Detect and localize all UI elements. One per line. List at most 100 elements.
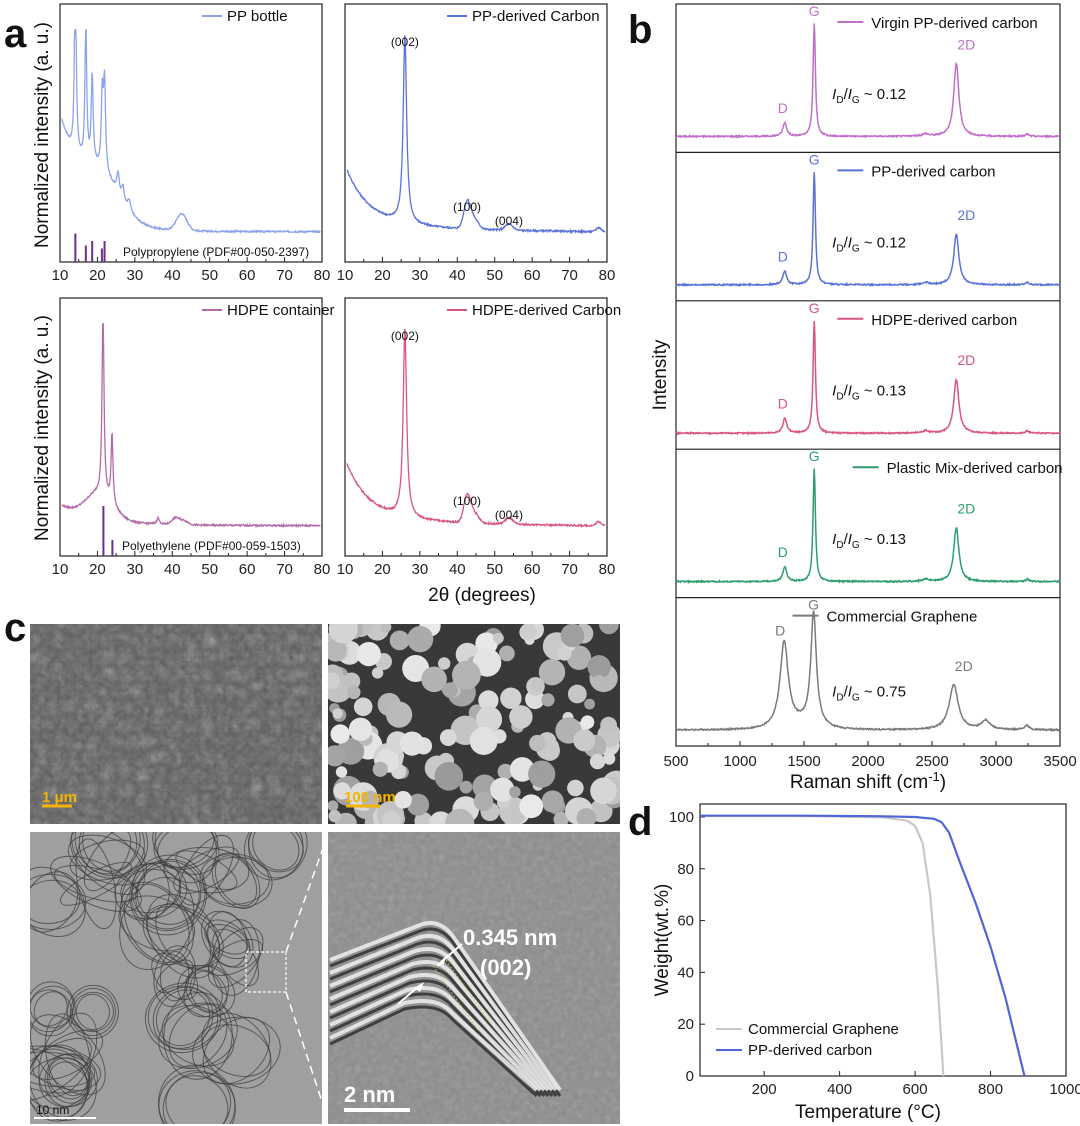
xrd-x-tick-label: 10 bbox=[337, 561, 354, 578]
xrd-x-tick-label: 80 bbox=[314, 561, 331, 578]
raman-legend-label: HDPE-derived carbon bbox=[871, 312, 1017, 329]
tem-graphitic-shell bbox=[135, 860, 202, 930]
raman-peak-label-2D: 2D bbox=[957, 207, 975, 223]
raman-spectrum-line bbox=[675, 609, 1061, 733]
sem-image-high-mag bbox=[328, 624, 620, 824]
raman-peak-label-2D: 2D bbox=[957, 352, 975, 368]
tem-graphitic-shell bbox=[32, 1029, 104, 1080]
raman-peak-label-D: D bbox=[778, 396, 788, 412]
raman-legend-label: PP-derived carbon bbox=[871, 163, 995, 180]
tga-x-tick-label: 400 bbox=[827, 1081, 852, 1098]
xrd-x-tick-label: 30 bbox=[412, 267, 429, 284]
tga-y-tick-label: 0 bbox=[686, 1068, 694, 1085]
raman-peak-label-G: G bbox=[808, 597, 819, 613]
xrd-curve-pp_carbon bbox=[346, 35, 606, 235]
tem-graphitic-shell bbox=[71, 991, 114, 1033]
tga-x-tick-label: 200 bbox=[752, 1081, 777, 1098]
tem-graphitic-shell bbox=[202, 1016, 271, 1085]
tga-curve-pp-derived-carbon bbox=[700, 814, 1026, 1077]
tem-image-high-res bbox=[328, 832, 620, 1124]
tem-graphitic-shell bbox=[151, 952, 199, 1000]
tem-graphitic-shell bbox=[189, 970, 223, 1012]
tem-graphitic-shell bbox=[178, 834, 234, 906]
tem-graphitic-shell bbox=[46, 1057, 90, 1104]
xrd-curve-hdpe_carbon bbox=[346, 328, 606, 529]
panel-letter-a: a bbox=[4, 12, 27, 56]
tga-y-tick-label: 20 bbox=[677, 1016, 694, 1033]
xrd-legend-label: HDPE container bbox=[227, 302, 335, 319]
raman-ratio-text: ID/IG ~ 0.12 bbox=[832, 234, 906, 254]
raman-spectrum-line bbox=[675, 172, 1061, 288]
xrd-y-axis-label-top: Normalized intensity (a. u.) bbox=[32, 22, 53, 248]
tem-graphitic-shell bbox=[157, 1064, 236, 1124]
tem-graphitic-shell bbox=[155, 989, 211, 1047]
xrd-peak-label-004: (004) bbox=[495, 508, 523, 522]
tem-graphitic-shell bbox=[207, 911, 248, 968]
tem-graphitic-shell bbox=[214, 855, 258, 907]
hrtem-lattice-fringe-dark bbox=[329, 927, 562, 1097]
tem-graphitic-shell bbox=[33, 991, 68, 1027]
xrd-peak-label-002: (002) bbox=[391, 35, 419, 49]
raman-ratio-text: ID/IG ~ 0.13 bbox=[832, 531, 906, 551]
xrd-x-tick-label: 20 bbox=[89, 561, 106, 578]
tem-graphitic-shell bbox=[59, 861, 133, 906]
tem-graphitic-shell bbox=[30, 989, 72, 1029]
raman-spectrum-line bbox=[675, 23, 1060, 139]
tem-zoom-line bbox=[285, 833, 329, 953]
scale-label-10nm: 10 nm bbox=[36, 1103, 69, 1117]
tem-graphitic-shell bbox=[183, 965, 230, 1018]
xrd-subplot-pp_carbon: 10 20 30 40 50 60 70 80 PP-derived Carbon bbox=[337, 3, 616, 284]
xrd-x-tick-label: 70 bbox=[561, 267, 578, 284]
raman-x-tick-label: 1000 bbox=[723, 753, 756, 770]
tem-graphitic-shell bbox=[130, 858, 206, 932]
hrtem-lattice-fringe-dark bbox=[329, 940, 558, 1097]
tga-x-tick-label: 1000 bbox=[1049, 1081, 1080, 1098]
xrd-curve-pp_bottle bbox=[61, 29, 321, 235]
xrd-x-tick-label: 40 bbox=[164, 561, 181, 578]
tem-graphitic-shell bbox=[248, 832, 304, 879]
hrtem-lattice-fringe-light bbox=[329, 973, 546, 1092]
xrd-x-tick-label: 40 bbox=[164, 267, 181, 284]
xrd-frame bbox=[344, 297, 608, 557]
tem-graphitic-shell bbox=[136, 865, 200, 925]
tem-graphitic-shell bbox=[71, 832, 149, 879]
xrd-x-tick-label: 10 bbox=[337, 267, 354, 284]
raman-peak-label-2D: 2D bbox=[955, 658, 973, 674]
hrtem-lattice-fringe-dark bbox=[329, 1005, 538, 1098]
tem-graphitic-shell bbox=[202, 1024, 271, 1077]
tem-graphitic-shell bbox=[243, 832, 308, 881]
tem-graphitic-shell bbox=[192, 1016, 281, 1085]
xrd-frame bbox=[59, 3, 323, 263]
raman-peak-label-G: G bbox=[809, 300, 820, 316]
tem-graphitic-shell bbox=[146, 894, 220, 979]
tem-graphitic-shell bbox=[168, 1003, 228, 1068]
raman-frame bbox=[675, 3, 1061, 747]
xrd-subplot-hdpe_container: 10 20 30 40 50 60 70 80 HDPE container bbox=[52, 297, 335, 578]
panel-letter-d: d bbox=[628, 800, 653, 844]
xrd-legend-label: PP-derived Carbon bbox=[472, 8, 600, 25]
xrd-x-tick-label: 30 bbox=[127, 561, 144, 578]
tga-y-tick-label: 60 bbox=[677, 913, 694, 930]
xrd-x-tick-label: 50 bbox=[201, 267, 218, 284]
raman-spectrum-line bbox=[675, 320, 1061, 436]
tem-graphitic-shell bbox=[153, 832, 219, 870]
raman-spectrum-line bbox=[675, 468, 1061, 585]
hrtem-lattice-fringe-dark bbox=[329, 953, 554, 1097]
xrd-x-tick-label: 10 bbox=[52, 561, 69, 578]
hrtem-plane-label: (002) bbox=[480, 955, 531, 980]
tem-graphitic-shell bbox=[30, 866, 86, 937]
tem-graphitic-shell bbox=[146, 906, 221, 967]
xrd-x-tick-label: 80 bbox=[599, 267, 616, 284]
xrd-x-tick-label: 50 bbox=[486, 267, 503, 284]
xrd-x-tick-label: 60 bbox=[239, 267, 256, 284]
tem-graphitic-shell bbox=[163, 991, 233, 1080]
tem-zoom-line bbox=[285, 991, 329, 1121]
tem-graphitic-shell bbox=[30, 873, 87, 930]
raman-peak-label-G: G bbox=[809, 3, 820, 19]
xrd-x-tick-label: 20 bbox=[374, 267, 391, 284]
raman-y-axis-label: Intensity bbox=[650, 339, 671, 410]
raman-ratio-text: ID/IG ~ 0.13 bbox=[832, 383, 906, 403]
tem-graphitic-shell bbox=[30, 879, 81, 925]
tem-graphitic-shell bbox=[30, 1045, 102, 1094]
